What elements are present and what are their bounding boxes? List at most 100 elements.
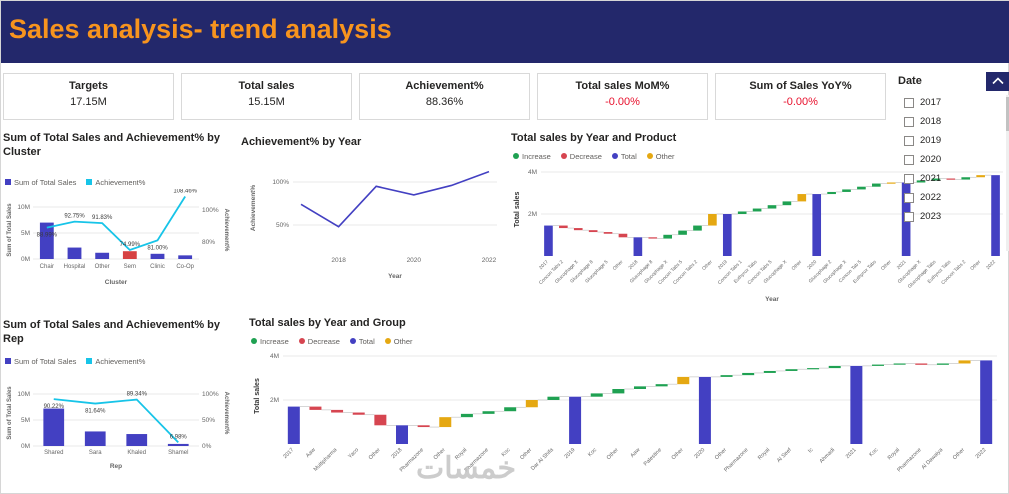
waterfall-bar[interactable] (931, 178, 941, 181)
bar-Chair[interactable] (39, 222, 54, 259)
waterfall-bar[interactable] (828, 365, 841, 368)
legend-item[interactable]: Increase (513, 152, 551, 161)
waterfall-bar[interactable] (698, 376, 711, 444)
waterfall-bar[interactable] (857, 186, 866, 190)
waterfall-bar[interactable] (916, 180, 926, 183)
waterfall-bar[interactable] (720, 374, 733, 377)
slicer-item-2021[interactable]: 2021 (904, 173, 1009, 184)
legend-item[interactable]: Other (384, 337, 413, 346)
waterfall-bar[interactable] (331, 409, 344, 413)
legend-item[interactable]: Decrease (298, 337, 340, 346)
waterfall-bar[interactable] (439, 416, 452, 427)
waterfall-bar[interactable] (807, 367, 820, 370)
waterfall-bar[interactable] (893, 363, 906, 365)
slicer-item-2017[interactable]: 2017 (904, 97, 1009, 108)
waterfall-bar[interactable] (886, 182, 896, 184)
bar-Other[interactable] (95, 252, 110, 259)
waterfall-bar[interactable] (504, 407, 517, 411)
legend-item[interactable]: Total (611, 152, 637, 161)
waterfall-bar[interactable] (958, 360, 971, 364)
checkbox-icon[interactable] (904, 211, 914, 222)
waterfall-bar[interactable] (915, 363, 928, 365)
waterfall-bar[interactable] (460, 413, 473, 417)
waterfall-bar[interactable] (482, 410, 495, 414)
waterfall-bar[interactable] (663, 234, 672, 239)
waterfall-bar[interactable] (976, 174, 985, 177)
bar-Shared[interactable] (43, 408, 65, 446)
bar-Sem[interactable] (122, 250, 137, 259)
waterfall-bar[interactable] (827, 191, 836, 194)
waterfall-bar[interactable] (872, 183, 881, 187)
waterfall-bar[interactable] (603, 231, 613, 234)
bar-Sara[interactable] (84, 430, 106, 446)
checkbox-icon[interactable] (904, 192, 914, 203)
checkbox-icon[interactable] (904, 173, 914, 184)
waterfall-bar[interactable] (980, 360, 993, 444)
waterfall-bar[interactable] (569, 396, 582, 444)
waterfall-bar[interactable] (648, 237, 658, 239)
waterfall-bar[interactable] (936, 363, 949, 365)
slicer-item-2018[interactable]: 2018 (904, 116, 1009, 127)
waterfall-bar[interactable] (559, 225, 568, 228)
waterfall-bar[interactable] (588, 229, 598, 232)
waterfall-bar[interactable] (633, 237, 643, 256)
waterfall-bar[interactable] (946, 178, 956, 180)
waterfall-bar[interactable] (547, 396, 560, 400)
waterfall-bar[interactable] (612, 388, 625, 394)
checkbox-icon[interactable] (904, 116, 914, 127)
legend-item[interactable]: Sum of Total Sales (5, 357, 76, 366)
legend-item[interactable]: Sum of Total Sales (5, 178, 76, 187)
waterfall-bar[interactable] (417, 425, 430, 427)
waterfall-bar[interactable] (812, 193, 822, 256)
waterfall-bar[interactable] (782, 201, 792, 205)
waterfall-bar[interactable] (961, 177, 971, 180)
waterfall-bar[interactable] (737, 211, 747, 214)
scrollbar-thumb[interactable] (1006, 97, 1009, 131)
bar-Hospital[interactable] (67, 247, 82, 259)
waterfall-bar[interactable] (785, 368, 798, 371)
legend-item[interactable]: Decrease (560, 152, 602, 161)
waterfall-bar[interactable] (708, 213, 717, 226)
waterfall-bar[interactable] (677, 376, 690, 384)
waterfall-bar[interactable] (797, 193, 807, 202)
waterfall-bar[interactable] (590, 393, 603, 397)
waterfall-bar[interactable] (525, 399, 538, 408)
waterfall-bar[interactable] (742, 372, 755, 375)
chevron-up-icon[interactable] (986, 71, 1009, 91)
waterfall-bar[interactable] (693, 225, 702, 231)
waterfall-bar[interactable] (352, 412, 365, 415)
legend-item[interactable]: Achievement% (86, 357, 145, 366)
scrollbar[interactable] (1006, 95, 1009, 251)
waterfall-bar[interactable] (544, 225, 553, 256)
waterfall-bar[interactable] (655, 383, 668, 387)
legend-item[interactable]: Other (646, 152, 675, 161)
waterfall-bar[interactable] (767, 204, 777, 209)
waterfall-bar[interactable] (634, 386, 646, 389)
slicer-item-2023[interactable]: 2023 (904, 211, 1009, 222)
slicer-item-2020[interactable]: 2020 (904, 154, 1009, 165)
slicer-item-2019[interactable]: 2019 (904, 135, 1009, 146)
checkbox-icon[interactable] (904, 97, 914, 108)
legend-item[interactable]: Increase (251, 337, 289, 346)
waterfall-bar[interactable] (991, 174, 1000, 256)
checkbox-icon[interactable] (904, 154, 914, 165)
waterfall-bar[interactable] (287, 406, 300, 444)
bar-Clinic[interactable] (150, 253, 165, 259)
waterfall-bar[interactable] (872, 364, 884, 366)
bar-Khaled[interactable] (126, 433, 148, 446)
waterfall-bar[interactable] (396, 425, 408, 444)
waterfall-bar[interactable] (309, 406, 322, 410)
waterfall-bar[interactable] (842, 189, 851, 192)
waterfall-bar[interactable] (850, 365, 863, 444)
legend-item[interactable]: Achievement% (86, 178, 145, 187)
legend-item[interactable]: Total (349, 337, 375, 346)
waterfall-bar[interactable] (722, 213, 732, 256)
waterfall-bar[interactable] (763, 370, 776, 373)
waterfall-bar[interactable] (573, 227, 583, 230)
waterfall-bar[interactable] (374, 414, 387, 426)
waterfall-bar[interactable] (678, 230, 687, 235)
waterfall-bar[interactable] (752, 208, 762, 212)
slicer-item-2022[interactable]: 2022 (904, 192, 1009, 203)
waterfall-bar[interactable] (618, 233, 628, 238)
bar-Shamel[interactable] (167, 443, 189, 446)
